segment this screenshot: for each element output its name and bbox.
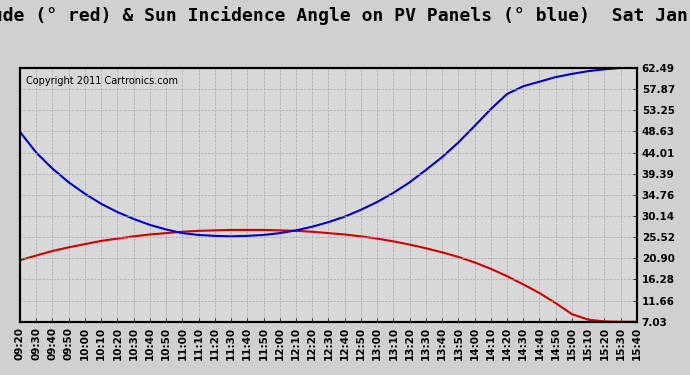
Text: Sun Altitude (° red) & Sun Incidence Angle on PV Panels (° blue)  Sat Jan 22  16: Sun Altitude (° red) & Sun Incidence Ang… <box>0 6 690 25</box>
Text: Copyright 2011 Cartronics.com: Copyright 2011 Cartronics.com <box>26 76 178 86</box>
